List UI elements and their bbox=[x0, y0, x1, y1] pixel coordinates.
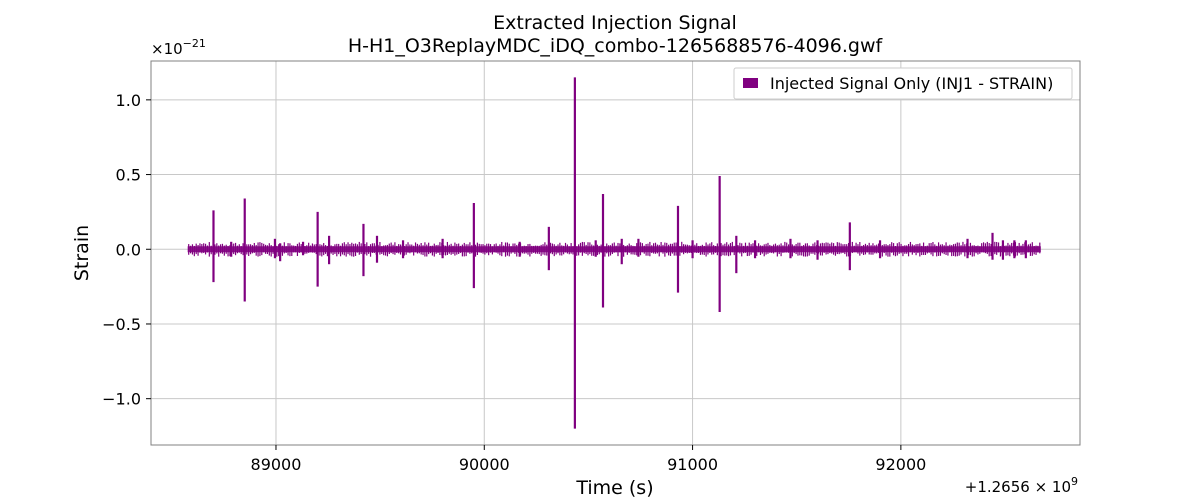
legend-label: Injected Signal Only (INJ1 - STRAIN) bbox=[770, 74, 1053, 93]
y-ticks: 1.0 0.5 0.0 −0.5 −1.0 bbox=[102, 91, 151, 409]
series-group bbox=[187, 77, 1041, 429]
y-scale-label: ×10−21 bbox=[151, 37, 206, 58]
y-tick-label: −1.0 bbox=[102, 390, 141, 409]
y-tick-label: −0.5 bbox=[102, 315, 141, 334]
y-axis-label: Strain bbox=[71, 225, 93, 281]
x-axis-label: Time (s) bbox=[575, 477, 653, 499]
y-tick-label: 0.0 bbox=[116, 240, 141, 259]
legend-box bbox=[733, 67, 1073, 100]
x-tick-label: 91000 bbox=[667, 455, 718, 474]
x-tick-label: 92000 bbox=[875, 455, 926, 474]
axes-frame bbox=[150, 60, 1081, 446]
chart-title-line2: H-H1_O3ReplayMDC_iDQ_combo-1265688576-40… bbox=[348, 35, 884, 57]
x-ticks: 89000 90000 91000 92000 bbox=[251, 445, 926, 474]
y-tick-label: 0.5 bbox=[116, 166, 141, 185]
chart-title-line1: Extracted Injection Signal bbox=[493, 12, 737, 34]
y-tick-label: 1.0 bbox=[116, 91, 141, 110]
x-offset-label: +1.2656 × 109 bbox=[965, 475, 1078, 496]
x-tick-label: 90000 bbox=[459, 455, 510, 474]
legend: Injected Signal Only (INJ1 - STRAIN) bbox=[733, 67, 1073, 100]
legend-swatch bbox=[743, 78, 758, 88]
x-tick-label: 89000 bbox=[251, 455, 302, 474]
